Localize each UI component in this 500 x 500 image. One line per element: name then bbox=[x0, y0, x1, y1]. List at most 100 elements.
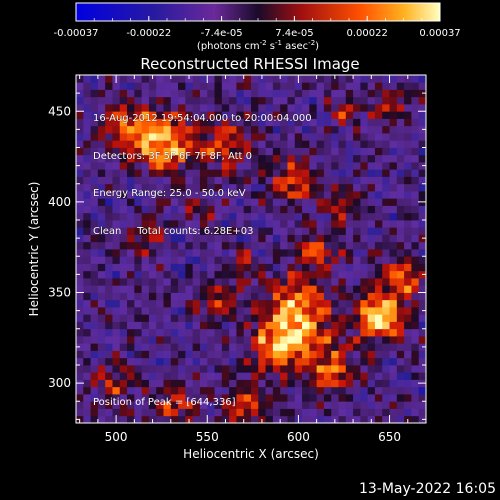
heatmap-cell bbox=[323, 336, 332, 344]
heatmap-cell bbox=[178, 212, 186, 221]
heatmap-cell bbox=[411, 372, 420, 380]
heatmap-cell bbox=[272, 299, 281, 308]
heatmap-cell bbox=[148, 104, 157, 112]
heatmap-cell bbox=[236, 89, 245, 98]
heatmap-cell bbox=[119, 299, 128, 308]
heatmap-cell bbox=[243, 408, 252, 417]
heatmap-cell bbox=[207, 154, 215, 163]
heatmap-cell bbox=[396, 198, 405, 206]
heatmap-cell bbox=[411, 133, 420, 141]
heatmap-cell bbox=[134, 96, 143, 105]
heatmap-cell bbox=[404, 147, 412, 156]
heatmap-cell bbox=[389, 343, 398, 351]
heatmap-cell bbox=[112, 365, 121, 373]
heatmap-cell bbox=[83, 336, 91, 344]
heatmap-cell bbox=[272, 401, 281, 409]
observation-info: 16-Aug-2012 19:54:04.000 to 20:00:04.000… bbox=[93, 88, 312, 251]
heatmap-cell bbox=[265, 198, 274, 206]
heatmap-cell bbox=[302, 249, 310, 257]
heatmap-cell bbox=[258, 278, 266, 286]
heatmap-cell bbox=[170, 205, 179, 214]
heatmap-cell bbox=[404, 336, 412, 344]
heatmap-cell bbox=[367, 321, 376, 330]
heatmap-cell bbox=[338, 415, 347, 424]
heatmap-cell bbox=[156, 104, 164, 112]
heatmap-cell bbox=[309, 191, 318, 199]
heatmap-cell bbox=[404, 241, 412, 250]
heatmap-cell bbox=[374, 249, 383, 257]
heatmap-cell bbox=[316, 321, 325, 330]
heatmap-cell bbox=[374, 285, 383, 293]
heatmap-cell bbox=[418, 336, 427, 344]
heatmap-cell bbox=[258, 285, 266, 293]
heatmap-cell bbox=[199, 394, 208, 402]
heatmap-cell bbox=[404, 183, 412, 192]
heatmap-cell bbox=[83, 386, 91, 395]
heatmap-cell bbox=[294, 96, 303, 105]
heatmap-cell bbox=[112, 118, 121, 127]
heatmap-cell bbox=[83, 75, 91, 83]
heatmap-cell bbox=[229, 162, 237, 170]
heatmap-cell bbox=[156, 321, 164, 330]
heatmap-cell bbox=[272, 234, 281, 243]
heatmap-cell bbox=[199, 176, 208, 185]
heatmap-cell bbox=[265, 386, 274, 395]
heatmap-cell bbox=[353, 89, 361, 98]
heatmap-cell bbox=[367, 82, 376, 90]
heatmap-cell bbox=[294, 256, 303, 264]
heatmap-cell bbox=[287, 118, 296, 127]
heatmap-cell bbox=[112, 96, 121, 105]
heatmap-cell bbox=[367, 140, 376, 148]
heatmap-cell bbox=[192, 82, 201, 90]
heatmap-cell bbox=[178, 365, 186, 373]
heatmap-cell bbox=[353, 96, 361, 105]
heatmap-cell bbox=[134, 212, 143, 221]
heatmap-cell bbox=[316, 140, 325, 148]
heatmap-cell bbox=[112, 220, 121, 228]
heatmap-cell bbox=[258, 357, 266, 366]
heatmap-cell bbox=[163, 365, 172, 373]
heatmap-cell bbox=[382, 191, 390, 199]
heatmap-cell bbox=[134, 386, 143, 395]
heatmap-cell bbox=[97, 227, 106, 235]
heatmap-cell bbox=[243, 314, 252, 322]
heatmap-cell bbox=[265, 307, 274, 315]
heatmap-cell bbox=[214, 350, 223, 359]
heatmap-cell bbox=[382, 372, 390, 380]
heatmap-cell bbox=[105, 198, 113, 206]
heatmap-cell bbox=[148, 89, 157, 98]
colorbar-ticks bbox=[75, 16, 441, 21]
heatmap-cell bbox=[404, 314, 412, 322]
heatmap-cell bbox=[360, 386, 369, 395]
heatmap-cell bbox=[404, 162, 412, 170]
heatmap-cell bbox=[338, 307, 347, 315]
heatmap-cell bbox=[105, 140, 113, 148]
heatmap-cell bbox=[148, 401, 157, 409]
heatmap-cell bbox=[272, 386, 281, 395]
heatmap-cell bbox=[294, 357, 303, 366]
heatmap-cell bbox=[338, 256, 347, 264]
heatmap-cell bbox=[353, 379, 361, 388]
heatmap-cell bbox=[280, 307, 288, 315]
heatmap-cell bbox=[148, 96, 157, 105]
heatmap-cell bbox=[258, 154, 266, 163]
heatmap-cell bbox=[258, 401, 266, 409]
heatmap-cell bbox=[251, 118, 259, 127]
heatmap-cell bbox=[338, 118, 347, 127]
heatmap-cell bbox=[382, 176, 390, 185]
heatmap-cell bbox=[345, 357, 354, 366]
heatmap-cell bbox=[302, 125, 310, 134]
heatmap-cell bbox=[418, 82, 427, 90]
heatmap-cell bbox=[127, 191, 135, 199]
heatmap-cell bbox=[156, 270, 164, 279]
heatmap-cell bbox=[396, 336, 405, 344]
heatmap-cell bbox=[353, 162, 361, 170]
heatmap-cell bbox=[309, 104, 318, 112]
heatmap-cell bbox=[185, 321, 194, 330]
heatmap-cell bbox=[141, 343, 150, 351]
heatmap-cell bbox=[338, 227, 347, 235]
heatmap-cell bbox=[83, 394, 91, 402]
heatmap-cell bbox=[214, 307, 223, 315]
heatmap-cell bbox=[280, 183, 288, 192]
heatmap-cell bbox=[185, 408, 194, 417]
